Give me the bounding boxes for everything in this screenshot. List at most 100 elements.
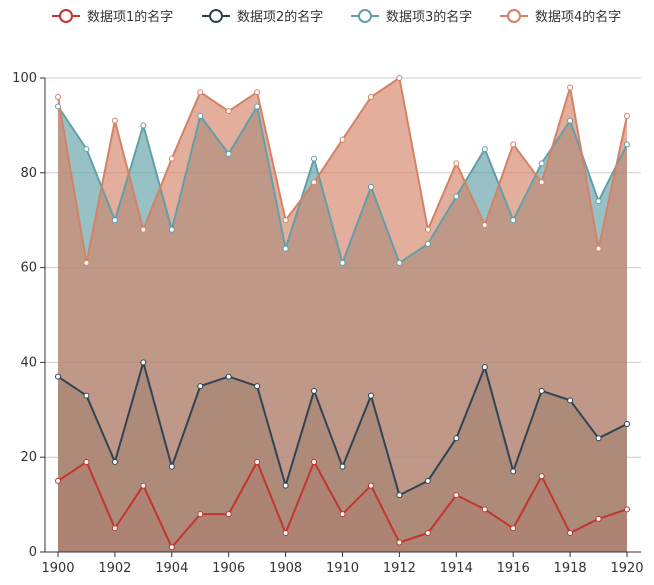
data-point[interactable] <box>168 463 175 470</box>
data-point[interactable] <box>453 435 460 442</box>
data-point[interactable] <box>396 259 403 266</box>
data-point[interactable] <box>510 217 517 224</box>
data-point[interactable] <box>538 160 545 167</box>
data-point[interactable] <box>55 373 61 380</box>
x-tick-label: 1906 <box>212 561 245 576</box>
data-point[interactable] <box>311 179 318 186</box>
data-point[interactable] <box>140 359 147 366</box>
data-point[interactable] <box>140 122 147 129</box>
data-point[interactable] <box>83 259 90 266</box>
data-point[interactable] <box>624 421 630 428</box>
data-point[interactable] <box>282 245 289 252</box>
data-point[interactable] <box>538 473 545 480</box>
data-point[interactable] <box>396 75 403 81</box>
data-point[interactable] <box>424 240 431 247</box>
data-point[interactable] <box>168 544 175 551</box>
legend-label: 数据项1的名字 <box>87 9 173 25</box>
data-point[interactable] <box>197 112 204 119</box>
data-point[interactable] <box>339 259 346 266</box>
series-points <box>55 75 630 551</box>
legend-circle-icon <box>507 9 521 23</box>
data-point[interactable] <box>424 226 431 233</box>
data-point[interactable] <box>624 141 630 148</box>
data-point[interactable] <box>111 217 118 224</box>
data-point[interactable] <box>111 117 118 124</box>
data-point[interactable] <box>481 364 488 371</box>
data-point[interactable] <box>595 245 602 252</box>
data-point[interactable] <box>595 435 602 442</box>
data-point[interactable] <box>311 387 318 394</box>
data-point[interactable] <box>55 93 61 100</box>
data-point[interactable] <box>140 226 147 233</box>
data-point[interactable] <box>624 112 630 119</box>
data-point[interactable] <box>197 89 204 96</box>
data-point[interactable] <box>538 179 545 186</box>
legend-item-2[interactable]: 数据项2的名字 <box>202 9 323 25</box>
data-point[interactable] <box>567 84 574 91</box>
data-point[interactable] <box>225 150 232 157</box>
data-point[interactable] <box>595 515 602 522</box>
data-point[interactable] <box>367 93 374 100</box>
data-point[interactable] <box>481 506 488 513</box>
legend-item-1[interactable]: 数据项1的名字 <box>52 9 173 25</box>
data-point[interactable] <box>339 511 346 518</box>
data-point[interactable] <box>453 492 460 499</box>
legend-label: 数据项4的名字 <box>535 9 621 25</box>
legend[interactable]: 数据项1的名字 数据项2的名字 数据项3的名字 数据项4的名字 <box>52 9 621 25</box>
data-point[interactable] <box>55 477 61 484</box>
data-point[interactable] <box>396 492 403 499</box>
y-tick-label: 40 <box>20 355 37 370</box>
data-point[interactable] <box>311 155 318 162</box>
data-point[interactable] <box>396 539 403 546</box>
data-point[interactable] <box>225 511 232 518</box>
data-point[interactable] <box>282 482 289 489</box>
legend-circle-icon <box>358 9 372 23</box>
legend-label: 数据项2的名字 <box>237 9 323 25</box>
data-point[interactable] <box>225 108 232 115</box>
data-point[interactable] <box>510 525 517 532</box>
data-point[interactable] <box>225 373 232 380</box>
data-point[interactable] <box>567 397 574 404</box>
data-point[interactable] <box>453 160 460 167</box>
data-point[interactable] <box>282 217 289 224</box>
data-point[interactable] <box>424 477 431 484</box>
data-point[interactable] <box>140 482 147 489</box>
data-point[interactable] <box>254 458 261 465</box>
data-point[interactable] <box>567 117 574 124</box>
data-point[interactable] <box>624 506 630 513</box>
data-point[interactable] <box>367 184 374 191</box>
x-tick-label: 1920 <box>610 561 643 576</box>
data-point[interactable] <box>510 468 517 475</box>
data-point[interactable] <box>55 103 61 110</box>
data-point[interactable] <box>111 525 118 532</box>
data-point[interactable] <box>567 530 574 537</box>
data-point[interactable] <box>197 383 204 390</box>
data-point[interactable] <box>538 387 545 394</box>
data-point[interactable] <box>481 146 488 153</box>
data-point[interactable] <box>453 193 460 200</box>
data-point[interactable] <box>254 383 261 390</box>
data-point[interactable] <box>510 141 517 148</box>
data-point[interactable] <box>339 136 346 143</box>
data-point[interactable] <box>83 146 90 153</box>
legend-item-3[interactable]: 数据项3的名字 <box>351 9 472 25</box>
data-point[interactable] <box>111 458 118 465</box>
legend-item-4[interactable]: 数据项4的名字 <box>500 9 621 25</box>
data-point[interactable] <box>339 463 346 470</box>
data-point[interactable] <box>168 155 175 162</box>
data-point[interactable] <box>367 482 374 489</box>
data-point[interactable] <box>367 392 374 399</box>
data-point[interactable] <box>254 89 261 96</box>
x-tick-label: 1902 <box>98 561 131 576</box>
data-point[interactable] <box>254 103 261 110</box>
data-point[interactable] <box>83 392 90 399</box>
data-point[interactable] <box>282 530 289 537</box>
data-point[interactable] <box>481 221 488 228</box>
data-point[interactable] <box>311 458 318 465</box>
data-point[interactable] <box>595 198 602 205</box>
data-point[interactable] <box>168 226 175 233</box>
data-point[interactable] <box>424 530 431 537</box>
data-point[interactable] <box>83 458 90 465</box>
data-point[interactable] <box>197 511 204 518</box>
